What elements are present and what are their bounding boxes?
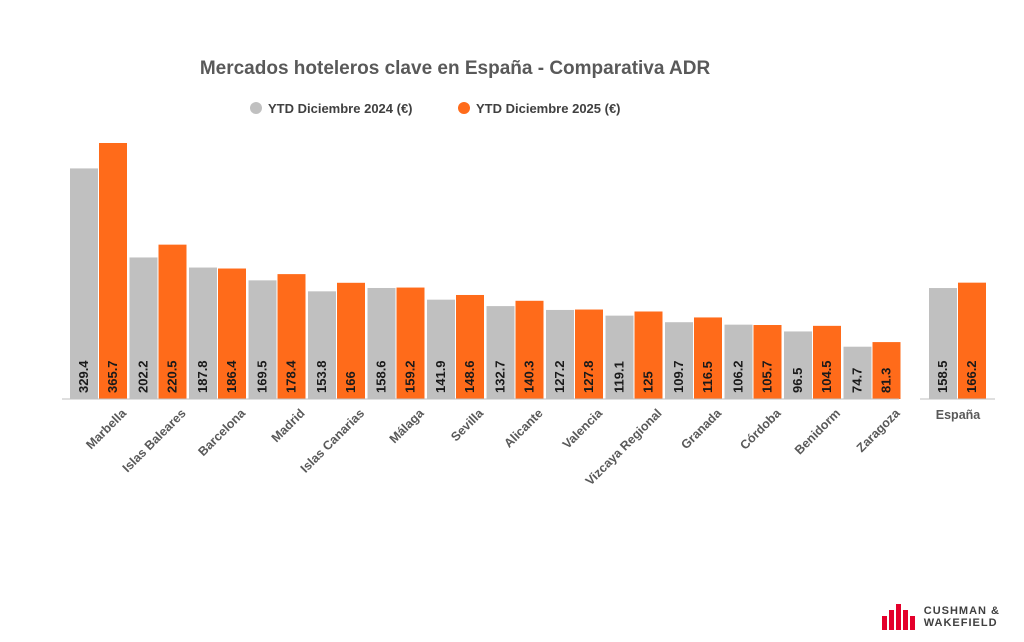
market-value-label-2025-4: 166 [343, 371, 358, 393]
market-value-label-2024-3: 169.5 [255, 360, 270, 393]
category-label-6: Sevilla [448, 405, 487, 444]
market-bar-2025-6 [456, 294, 484, 399]
market-bar-2024-2 [189, 267, 217, 399]
category-label-3: Madrid [269, 406, 308, 445]
market-value-label-2024-4: 153.8 [314, 360, 329, 393]
market-value-label-2025-1: 220.5 [165, 360, 180, 393]
market-bar-2025-3 [277, 274, 306, 399]
legend-marker-2024 [250, 102, 262, 114]
category-label-4: Islas Canarias [298, 406, 367, 475]
category-label-11: Córdoba [737, 405, 784, 452]
market-bar-2024-12 [784, 331, 812, 399]
building-bars-icon [881, 604, 915, 630]
category-label-13: Zaragoza [854, 405, 903, 454]
market-bar-2024-6 [427, 299, 455, 399]
market-value-label-2025-2: 186.4 [224, 360, 239, 393]
market-value-label-2024-7: 132.7 [493, 360, 508, 393]
market-value-label-2025-8: 127.8 [581, 360, 596, 393]
category-label-espana: España [936, 408, 982, 422]
market-value-label-2024-9: 119.1 [612, 361, 627, 393]
category-label-7: Alicante [501, 406, 545, 450]
market-bar-2024-5 [367, 287, 396, 399]
market-value-label-2024-11: 106.2 [731, 360, 746, 393]
market-bar-2025-0 [99, 143, 127, 399]
market-bar-2024-3 [248, 280, 277, 399]
market-value-label-2025-13: 81.3 [879, 368, 894, 393]
market-value-label-2024-6: 141.9 [433, 360, 448, 393]
market-bar-2024-10 [665, 322, 693, 399]
logo-line-1: CUSHMAN & [923, 605, 1000, 617]
category-label-2: Barcelona [195, 405, 248, 458]
market-value-label-2024-0: 329.4 [76, 360, 91, 393]
plot-area: 329.4 365.7 Marbella 202.2 220.5 Islas Balear… [62, 143, 903, 488]
category-label-12: Benidorm [792, 406, 843, 457]
market-bar-2024-11 [724, 324, 753, 399]
market-bar-2024-0 [70, 168, 98, 399]
market-value-label-2024-8: 127.2 [552, 360, 567, 393]
espana-bar-2024-0 [929, 288, 957, 399]
market-bar-2025-13 [872, 342, 901, 399]
legend: YTD Diciembre 2024 (€) YTD Diciembre 202… [250, 101, 621, 116]
market-bar-2024-1 [129, 257, 158, 399]
market-value-label-2025-10: 116.5 [700, 361, 715, 393]
market-value-label-2025-9: 125 [641, 371, 656, 393]
market-value-label-2024-1: 202.2 [136, 360, 151, 393]
market-bar-2025-4 [337, 282, 365, 399]
chart-title: Mercados hoteleros clave en España - Com… [200, 58, 711, 79]
logo-line-2: WAKEFIELD [923, 617, 998, 629]
market-bar-2024-9 [605, 315, 634, 399]
market-bar-2024-8 [546, 309, 574, 399]
market-value-label-2025-11: 105.7 [760, 360, 775, 393]
cushman-wakefield-logo: CUSHMAN & WAKEFIELD [881, 604, 1000, 630]
market-bar-2024-13 [843, 346, 872, 399]
market-value-label-2024-13: 74.7 [850, 368, 865, 393]
market-value-label-2025-3: 178.4 [284, 360, 299, 393]
market-bar-2024-7 [486, 306, 515, 399]
market-value-label-2025-5: 159.2 [403, 360, 418, 393]
espana-value-label-2024-0: 158.5 [935, 360, 950, 393]
legend-label-2024: YTD Diciembre 2024 (€) [268, 101, 413, 116]
market-bar-2024-4 [308, 291, 336, 399]
espana-value-label-2025-0: 166.2 [964, 360, 979, 393]
total-panel: 158.5 166.2 España [920, 282, 995, 422]
market-value-label-2024-2: 187.8 [195, 360, 210, 393]
market-value-label-2025-12: 104.5 [819, 360, 834, 393]
market-bar-2025-11 [753, 325, 782, 399]
market-bar-2025-2 [218, 268, 246, 399]
market-value-label-2025-6: 148.6 [462, 360, 477, 393]
market-bar-2025-1 [158, 244, 187, 399]
category-label-10: Granada [678, 405, 725, 452]
market-value-label-2025-0: 365.7 [105, 360, 120, 393]
market-bar-2025-10 [694, 317, 722, 399]
market-value-label-2024-12: 96.5 [790, 368, 805, 393]
market-bar-2025-12 [813, 325, 841, 399]
market-bar-2025-8 [575, 309, 603, 399]
market-value-label-2024-5: 158.6 [374, 360, 389, 393]
espana-bar-2025-0 [958, 282, 986, 399]
category-label-0: Marbella [83, 405, 130, 452]
market-value-label-2024-10: 109.7 [671, 360, 686, 393]
category-label-1: Islas Baleares [120, 406, 189, 475]
legend-marker-2025 [458, 102, 470, 114]
category-label-8: Valencia [560, 405, 606, 451]
market-value-label-2025-7: 140.3 [522, 360, 537, 393]
market-bar-2025-9 [634, 311, 663, 399]
legend-label-2025: YTD Diciembre 2025 (€) [476, 101, 621, 116]
category-label-5: Málaga [387, 405, 428, 446]
market-bar-2025-5 [396, 287, 425, 399]
market-bar-2025-7 [515, 300, 544, 399]
